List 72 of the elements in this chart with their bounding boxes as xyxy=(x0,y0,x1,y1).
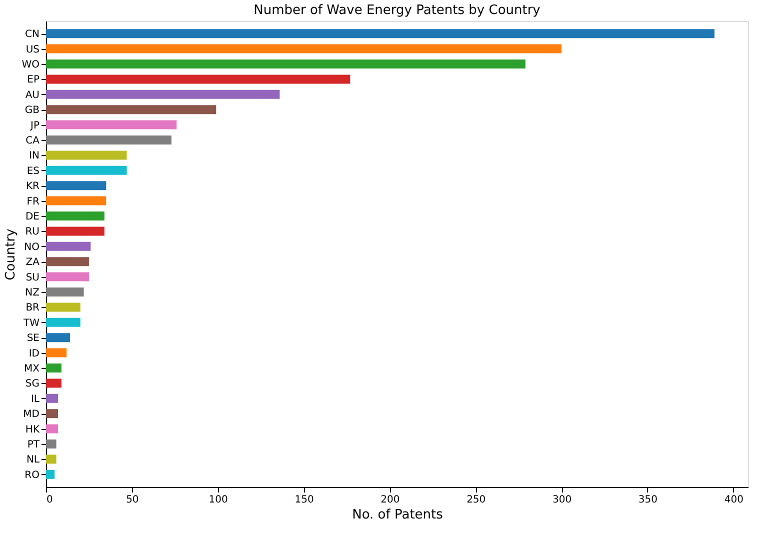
y-tick-label: ZA xyxy=(26,257,40,268)
y-tick-label: EP xyxy=(27,74,40,86)
y-tick-label: US xyxy=(26,44,40,56)
y-tick-label: ID xyxy=(28,348,40,360)
y-tick-label: NO xyxy=(24,242,40,253)
y-tick-label: MD xyxy=(23,409,40,420)
y-tick-label: PT xyxy=(27,440,40,450)
bar xyxy=(46,166,127,175)
y-tick-label: MX xyxy=(24,364,40,374)
bar xyxy=(46,90,280,99)
chart-title: Number of Wave Energy Patents by Country xyxy=(254,3,541,18)
y-tick-label: SG xyxy=(25,378,40,390)
y-tick-label: WO xyxy=(22,60,40,70)
bar xyxy=(46,29,714,38)
bar xyxy=(46,318,80,327)
bar xyxy=(46,470,55,479)
y-tick-label: SE xyxy=(26,333,40,344)
y-tick-label: HK xyxy=(25,424,40,436)
y-tick-label: RO xyxy=(24,470,40,481)
y-tick-label: DE xyxy=(25,212,40,222)
bar xyxy=(46,212,104,220)
bar xyxy=(46,196,106,206)
bar xyxy=(46,364,62,372)
y-tick-label: GB xyxy=(24,105,40,116)
bar xyxy=(46,242,91,251)
bar xyxy=(46,120,177,130)
bar xyxy=(46,394,58,403)
bar xyxy=(46,409,58,418)
y-tick-label: RU xyxy=(25,226,40,238)
y-tick-label: NZ xyxy=(25,288,40,298)
x-tick-label: 300 xyxy=(552,494,572,506)
y-tick-label: IL xyxy=(30,394,40,405)
y-tick-label: SU xyxy=(26,272,40,284)
bar xyxy=(46,333,70,342)
y-tick-label: BR xyxy=(26,302,40,314)
bar xyxy=(46,181,106,190)
x-tick-label: 350 xyxy=(638,494,658,506)
y-tick-label: KR xyxy=(26,181,40,192)
bar xyxy=(46,44,562,54)
bar xyxy=(46,424,58,434)
bar xyxy=(46,60,526,68)
x-tick-label: 100 xyxy=(208,494,228,506)
y-tick-label: ES xyxy=(26,166,40,177)
y-tick-label: CA xyxy=(26,136,40,146)
y-tick-label: FR xyxy=(26,196,40,208)
bar xyxy=(46,440,56,448)
bar xyxy=(46,257,89,266)
y-tick-label: JP xyxy=(30,120,40,132)
x-tick-label: 150 xyxy=(294,494,314,506)
bar xyxy=(46,288,84,296)
y-tick-label: IN xyxy=(29,150,40,162)
x-axis-title: No. of Patents xyxy=(352,508,444,522)
x-tick-label: 50 xyxy=(126,494,139,506)
bar xyxy=(46,150,127,160)
bar xyxy=(46,74,350,84)
y-tick-label: CN xyxy=(25,29,40,40)
y-tick-label: AU xyxy=(25,90,40,101)
x-tick-label: 200 xyxy=(380,494,400,506)
bar xyxy=(46,454,56,464)
x-tick-label: 400 xyxy=(724,494,744,506)
y-axis-title: Country xyxy=(4,228,19,280)
bar xyxy=(46,272,89,282)
bar xyxy=(46,378,62,388)
x-tick-label: 0 xyxy=(46,494,53,506)
bar xyxy=(46,302,80,312)
y-tick-label: TW xyxy=(22,318,40,329)
x-tick-label: 250 xyxy=(466,494,486,506)
bar xyxy=(46,226,104,236)
y-tick-label: NL xyxy=(26,454,40,466)
bar xyxy=(46,105,216,114)
bar xyxy=(46,136,172,144)
bar xyxy=(46,348,67,358)
